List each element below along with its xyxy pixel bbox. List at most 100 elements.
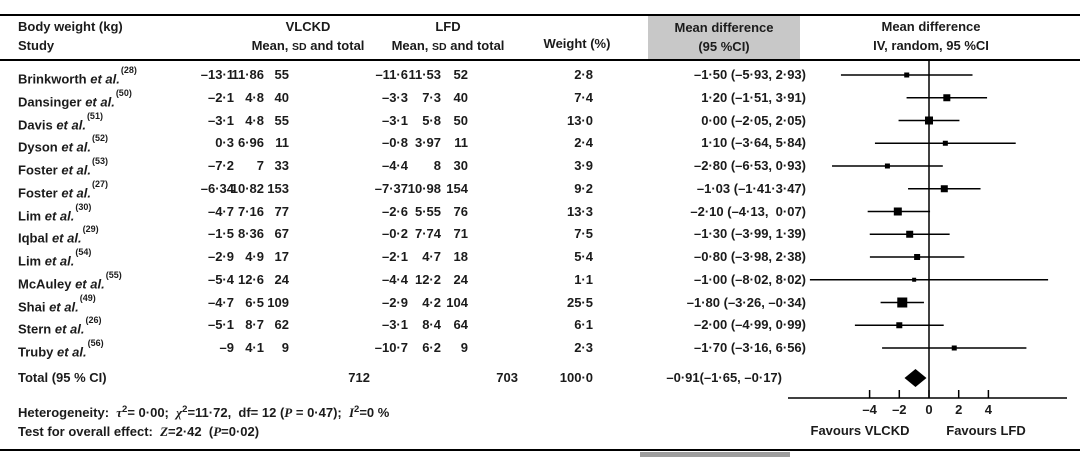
axis-tick-label: –4 <box>862 402 877 417</box>
study-name: Stern <box>18 321 55 337</box>
lfd-group-label: LFD <box>435 19 461 34</box>
lfd-sd-cell: 6·2 <box>422 340 441 355</box>
vlckd-mean-cell: –13·1 <box>200 67 234 82</box>
study-name-cell: Truby et al.(56) <box>18 337 104 363</box>
header-vlckd-group: VLCKD Mean, SD and total <box>248 17 368 55</box>
stat-symbol: P <box>213 424 222 439</box>
vlckd-mean-cell: –4·7 <box>207 294 234 310</box>
vlckd-total-cell: 55 <box>274 112 289 128</box>
vlckd-sd-cell: 8·36 <box>237 226 264 242</box>
study-reference: (30) <box>75 201 92 212</box>
weight-cell: 2·8 <box>574 67 593 82</box>
weight-column-label: Weight (%) <box>543 36 611 51</box>
lfd-sd-cell: 11·53 <box>408 67 441 82</box>
effect-marker <box>884 163 890 169</box>
mean-difference-cell: –2·00 (–4·99, 0·99) <box>693 317 806 333</box>
table-row: Davis et al.(51) –3·1 4·8 55 –3·1 5·8 50 13·0 0·… <box>0 110 1080 132</box>
table-row: Brinkworth et al.(28) –13·1 11·86 55 –11·6 11… <box>0 64 1080 86</box>
effect-marker <box>896 322 903 329</box>
table-row: Stern et al.(26) –5·1 8·7 62 –3·1 8·4 64 6·1 –2·… <box>0 314 1080 336</box>
header-lfd-group: LFD Mean, SD and total <box>388 17 508 55</box>
stat-text: Heterogeneity: <box>18 405 117 420</box>
favours-left-label: Favours VLCKD <box>810 423 910 438</box>
stat-superscript: 2 <box>354 404 360 415</box>
weight-cell: 2·3 <box>574 340 593 355</box>
vlckd-subcolumns-label: Mean, SD and total <box>248 36 368 55</box>
weight-cell: 9·2 <box>574 180 593 196</box>
lfd-mean-cell: –0·8 <box>381 135 408 151</box>
study-etal: et al. <box>57 344 87 360</box>
vlckd-mean-cell: –5·4 <box>207 271 234 287</box>
study-column-label: Study <box>18 38 55 53</box>
total-lfd-n-cell: 703 <box>496 370 518 385</box>
table-row: Lim et al.(54) –2·9 4·9 17 –2·1 4·7 18 5·4 –0·80… <box>0 246 1080 268</box>
stat-text: =11·72, df= 12 ( <box>187 405 285 420</box>
vlckd-total-cell: 11 <box>275 135 289 151</box>
vlckd-total-cell: 17 <box>274 249 289 264</box>
study-reference: (50) <box>115 87 132 98</box>
mean-difference-cell: –1·50 (–5·93, 2·93) <box>693 67 806 82</box>
lfd-total-cell: 104 <box>446 294 468 310</box>
effect-marker <box>897 297 908 308</box>
weight-cell: 2·4 <box>574 135 593 151</box>
vlckd-total-cell: 9 <box>281 340 289 355</box>
stat-superscript: 2 <box>122 404 128 415</box>
study-reference: (26) <box>85 315 102 326</box>
study-name-cell: Davis et al.(51) <box>18 110 103 136</box>
vlckd-sd-cell: 11·86 <box>231 67 264 82</box>
study-name: Iqbal <box>18 230 52 246</box>
weight-cell: 7·4 <box>574 89 593 105</box>
lfd-subcolumns-label: Mean, SD and total <box>388 36 508 55</box>
stat-text: =0·02) <box>221 424 260 439</box>
mean-difference-cell: –1·30 (–3·99, 1·39) <box>693 226 806 242</box>
study-etal: et al. <box>85 94 115 110</box>
effect-marker <box>940 185 948 193</box>
total-row: Total (95 % CI) 712 703 100·0 –0·91(–1·65, –… <box>0 367 1080 389</box>
lfd-mean-cell: –3·1 <box>381 112 408 128</box>
vlckd-mean-cell: –9 <box>219 340 234 355</box>
vlckd-mean-cell: –2·1 <box>207 89 234 105</box>
mean-difference-cell: 1·10 (–3·64, 5·84) <box>701 135 806 151</box>
study-etal: et al. <box>51 230 82 246</box>
weight-cell: 1·1 <box>574 271 593 287</box>
plot-column-label-2: IV, random, 95 %CI <box>873 38 989 53</box>
weight-cell: 25·5 <box>566 294 593 310</box>
mean-difference-cell: –1·03 (–1·41·3·47) <box>696 180 806 196</box>
study-etal: et al. <box>56 116 86 132</box>
weight-cell: 5·4 <box>574 249 593 264</box>
study-name-cell: Brinkworth et al.(28) <box>18 64 137 90</box>
study-name: Brinkworth <box>18 71 91 87</box>
lfd-sd-cell: 8 <box>433 158 441 173</box>
lfd-total-cell: 40 <box>453 89 468 105</box>
vlckd-sd-cell: 10·82 <box>230 180 264 196</box>
lfd-total-cell: 52 <box>453 67 468 82</box>
lfd-mean-cell: –2·6 <box>381 203 408 219</box>
study-name-cell: Shai et al.(49) <box>18 292 96 318</box>
axis-tick-label: 4 <box>984 402 992 417</box>
weight-cell: 6·1 <box>574 317 593 333</box>
vlckd-total-cell: 77 <box>274 203 289 219</box>
study-name: Davis <box>18 116 57 132</box>
axis-tick-label: –2 <box>892 402 907 417</box>
vlckd-mean-cell: –7·2 <box>207 158 234 173</box>
table-row: Shai et al.(49) –4·7 6·5 109 –2·9 4·2 104 25·5 –… <box>0 292 1080 314</box>
study-reference: (56) <box>87 338 104 348</box>
study-etal: et al. <box>61 139 91 155</box>
bottom-rule <box>0 449 1080 451</box>
study-name: Foster <box>18 162 62 178</box>
lfd-mean-cell: –2·1 <box>381 249 408 264</box>
lfd-mean-cell: –3·1 <box>381 317 408 333</box>
lfd-total-cell: 76 <box>453 203 468 219</box>
study-name-cell: Lim et al.(30) <box>18 201 91 227</box>
effect-marker <box>893 207 902 216</box>
table-row: Lim et al.(30) –4·7 7·16 77 –2·6 5·55 76 13·3 –2… <box>0 201 1080 223</box>
lfd-sd-cell: 10·98 <box>407 180 441 196</box>
mean-difference-cell: –2·80 (–6·53, 0·93) <box>693 158 806 173</box>
study-name: Dansinger <box>18 94 86 110</box>
table-row: McAuley et al.(55) –5·4 12·6 24 –4·4 12·2 24 1·… <box>0 269 1080 291</box>
vlckd-sd-cell: 8·7 <box>245 317 264 333</box>
effect-marker <box>951 345 957 351</box>
plot-column-label-1: Mean difference <box>881 19 981 34</box>
axis-tick-label: 2 <box>955 402 963 417</box>
